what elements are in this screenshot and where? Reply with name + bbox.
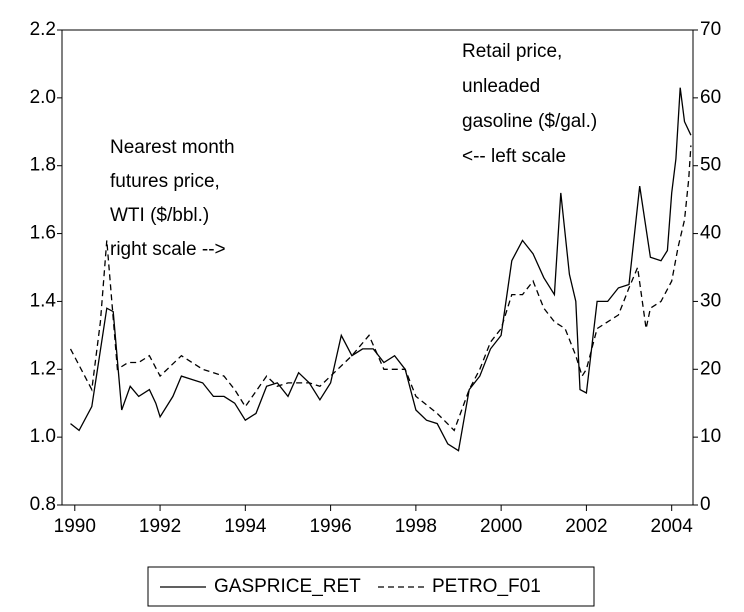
annotation: futures price, — [110, 171, 220, 192]
y-tick-label: 1.0 — [30, 426, 56, 447]
y2-tick-label: 50 — [700, 155, 721, 176]
x-tick-label: 1994 — [224, 516, 267, 537]
y2-tick-label: 60 — [700, 87, 721, 108]
y-tick-label: 1.4 — [30, 290, 57, 311]
series-line — [70, 87, 692, 452]
y2-tick-label: 70 — [700, 19, 721, 40]
series-line — [69, 145, 692, 432]
y2-tick-label: 0 — [700, 494, 711, 515]
annotation: Retail price, — [462, 41, 562, 62]
plot-frame — [61, 29, 694, 506]
annotation: unleaded — [462, 76, 540, 97]
legend-label: GASPRICE_RET — [214, 576, 361, 597]
y2-tick-label: 30 — [700, 290, 721, 311]
annotation: Nearest month — [110, 137, 235, 158]
y2-tick-label: 10 — [700, 426, 721, 447]
annotation: gasoline ($/gal.) — [462, 111, 597, 132]
annotation: WTI ($/bbl.) — [110, 205, 209, 226]
x-tick-label: 2004 — [651, 516, 694, 537]
x-tick-label: 1998 — [395, 516, 437, 537]
y-tick-label: 1.8 — [30, 155, 56, 176]
annotation: right scale --> — [110, 239, 226, 260]
x-tick-label: 1992 — [139, 516, 181, 537]
x-tick-label: 2000 — [480, 516, 522, 537]
legend-box — [147, 566, 595, 607]
y2-tick-label: 40 — [700, 223, 721, 244]
x-tick-label: 1996 — [309, 516, 351, 537]
y2-tick-label: 20 — [700, 358, 721, 379]
y-tick-label: 0.8 — [30, 494, 56, 515]
y-tick-label: 2.0 — [30, 87, 56, 108]
y-tick-label: 2.2 — [30, 19, 56, 40]
x-tick-label: 1990 — [54, 516, 96, 537]
y-tick-label: 1.2 — [30, 358, 56, 379]
legend-label: PETRO_F01 — [432, 576, 541, 597]
x-tick-label: 2002 — [565, 516, 607, 537]
annotation: <-- left scale — [462, 146, 566, 167]
y-tick-label: 1.6 — [30, 223, 56, 244]
